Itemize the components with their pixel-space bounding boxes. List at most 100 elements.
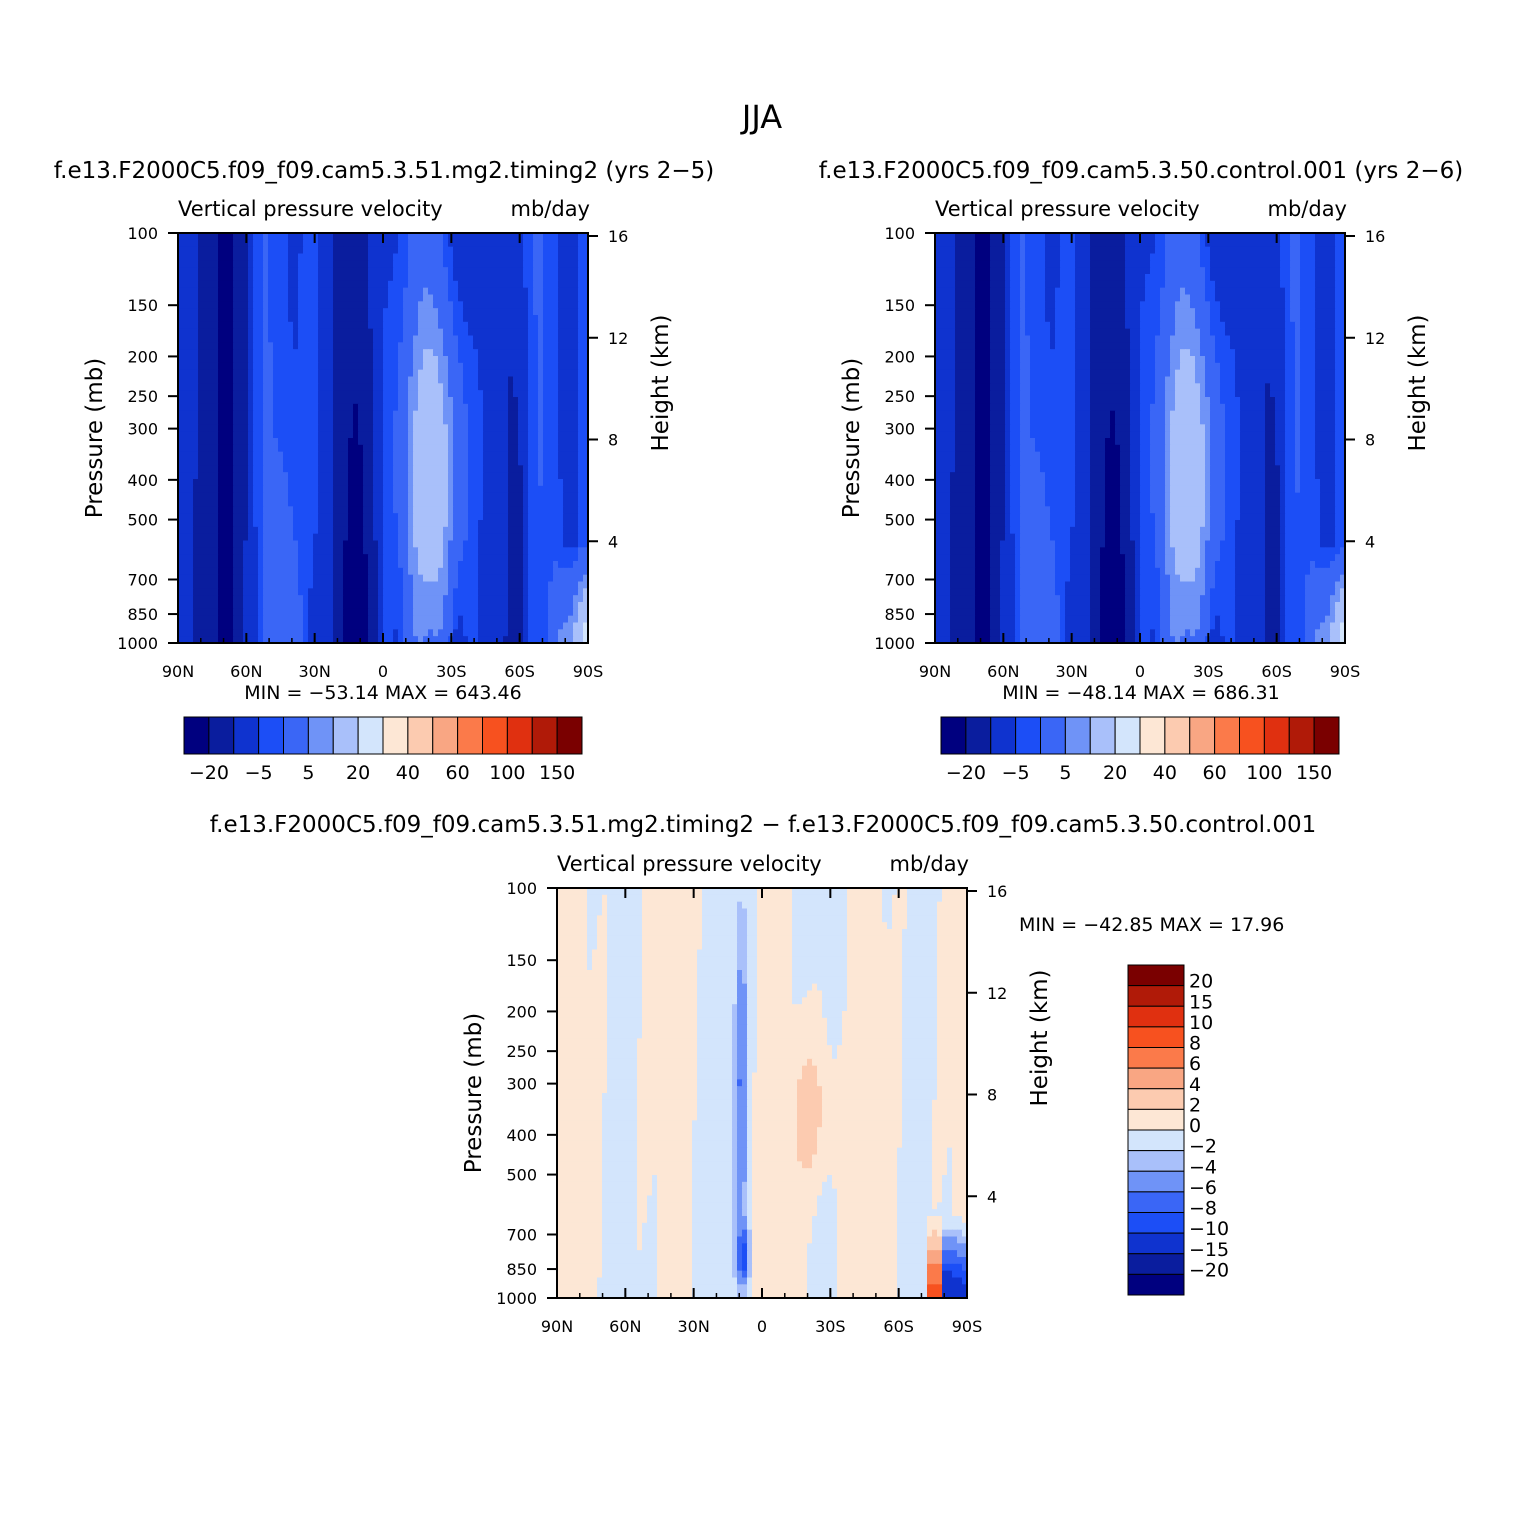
field-cell [248,383,254,391]
field-cell [218,424,224,432]
field-cell [208,403,214,412]
field-cell [398,267,404,275]
field-cell [298,574,304,583]
field-cell [518,424,524,432]
field-cell [363,417,369,425]
field-cell [308,472,314,480]
field-cell [233,335,239,343]
field-cell [508,492,514,501]
field-cell [273,321,279,330]
field-cell [358,451,364,460]
field-cell [438,451,444,460]
field-cell [293,362,299,371]
field-cell [298,520,304,528]
field-cell [553,328,559,337]
field-cell [198,520,204,528]
field-cell [498,608,504,617]
field-cell [553,308,559,316]
field-cell [383,315,389,323]
field-cell [278,451,284,460]
field-cell [248,321,254,330]
field-cell [243,260,249,268]
field-cell [508,362,514,371]
field-cell [368,280,374,289]
field-cell [433,438,439,446]
field-cell [583,581,589,589]
field-cell [553,438,559,446]
field-cell [298,472,304,480]
field-cell [328,294,334,302]
field-cell [398,506,404,514]
field-cell [358,280,364,289]
field-cell [208,267,214,275]
field-cell [203,417,209,425]
field-cell [238,533,244,542]
field-cell [318,581,324,589]
field-cell [383,547,389,555]
field-cell [478,410,484,419]
field-cell [343,315,349,323]
field-cell [323,274,329,282]
field-cell [203,588,209,596]
field-cell [223,581,229,589]
field-cell [243,540,249,548]
field-cell [388,335,394,343]
field-cell [218,294,224,302]
field-cell [498,479,504,487]
field-cell [393,267,399,275]
field-cell [408,533,414,542]
field-cell [523,554,529,562]
field-cell [343,335,349,343]
field-cell [578,253,584,261]
field-cell [533,424,539,432]
field-cell [413,581,419,589]
field-cell [323,260,329,268]
field-cell [278,629,284,637]
field-cell [308,499,314,507]
field-cell [308,458,314,466]
field-cell [388,287,394,296]
field-cell [198,362,204,371]
field-cell [268,567,274,576]
field-cell [413,431,419,439]
field-cell [498,321,504,330]
field-cell [338,369,344,378]
field-cell [213,274,219,282]
field-cell [558,465,564,473]
field-cell [523,513,529,521]
field-cell [573,267,579,275]
field-cell [283,267,289,275]
field-cell [523,410,529,419]
field-cell [288,574,294,583]
field-cell [453,574,459,583]
field-cell [533,492,539,501]
field-cell [228,417,234,425]
field-cell [248,301,254,309]
field-cell [428,342,434,350]
field-cell [323,595,329,603]
field-cell [218,574,224,583]
field-cell [203,629,209,637]
field-cell [398,356,404,364]
field-cell [353,629,359,637]
field-cell [223,301,229,309]
field-cell [248,369,254,378]
field-cell [568,403,574,412]
field-cell [278,574,284,583]
field-cell [303,376,309,384]
field-cell [478,349,484,357]
field-cell [378,342,384,350]
field-cell [413,308,419,316]
field-cell [373,403,379,412]
field-cell [353,526,359,535]
field-cell [338,328,344,337]
field-cell [368,595,374,603]
field-cell [518,308,524,316]
field-cell [273,472,279,480]
field-cell [453,349,459,357]
field-cell [423,595,429,603]
field-cell [298,561,304,569]
field-cell [563,294,569,302]
field-cell [533,335,539,343]
field-cell [513,595,519,603]
